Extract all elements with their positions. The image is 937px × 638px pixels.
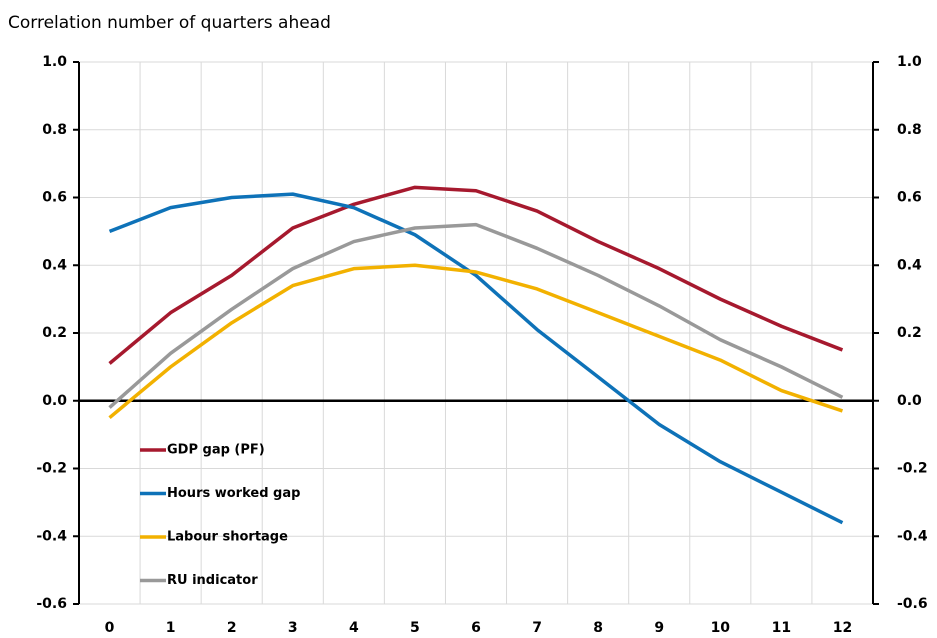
x-tick-label: 11 [772, 620, 791, 636]
y-tick-label: -0.2 [36, 461, 67, 477]
y-tick-label: -0.6 [36, 596, 67, 612]
x-tick-label: 8 [593, 620, 603, 636]
y-tick-label: 0.4 [42, 257, 67, 273]
x-tick-label: 10 [711, 620, 731, 636]
y2-tick-label: 0.4 [897, 257, 922, 273]
series-line [108, 222, 844, 409]
x-tick-label: 2 [227, 620, 237, 636]
y-tick-label: -0.4 [36, 528, 67, 544]
y2-tick-label: -0.2 [897, 461, 928, 477]
y2-tick-label: 0.6 [897, 190, 922, 206]
x-tick-label: 4 [349, 620, 359, 636]
x-tick-label: 12 [833, 620, 852, 636]
y-tick-label: 0.0 [42, 393, 67, 409]
x-tick-label: 7 [532, 620, 542, 636]
x-tick-label: 6 [471, 620, 481, 636]
series-line [108, 263, 844, 420]
legend-label: Labour shortage [167, 530, 288, 545]
series-line [108, 192, 844, 525]
y2-tick-label: 0.0 [897, 393, 922, 409]
y2-tick-label: 0.8 [897, 122, 922, 138]
y-tick-label: 1.0 [42, 54, 67, 70]
y2-tick-label: 0.2 [897, 325, 922, 341]
x-tick-label: 1 [166, 620, 176, 636]
y2-tick-label: 1.0 [897, 54, 922, 70]
legend-label: GDP gap (PF) [167, 443, 265, 458]
y2-tick-label: -0.6 [897, 596, 928, 612]
y2-tick-label: -0.4 [897, 528, 928, 544]
y-tick-label: 0.6 [42, 190, 67, 206]
x-tick-label: 5 [410, 620, 420, 636]
x-tick-label: 3 [288, 620, 298, 636]
chart-title: Correlation number of quarters ahead [8, 13, 331, 33]
y-tick-label: 0.2 [42, 325, 67, 341]
series-line [108, 185, 844, 365]
legend-label: Hours worked gap [167, 486, 300, 501]
y-tick-label: 0.8 [42, 122, 67, 138]
legend-label: RU indicator [167, 573, 258, 588]
x-tick-label: 9 [654, 620, 664, 636]
x-tick-label: 0 [105, 620, 115, 636]
